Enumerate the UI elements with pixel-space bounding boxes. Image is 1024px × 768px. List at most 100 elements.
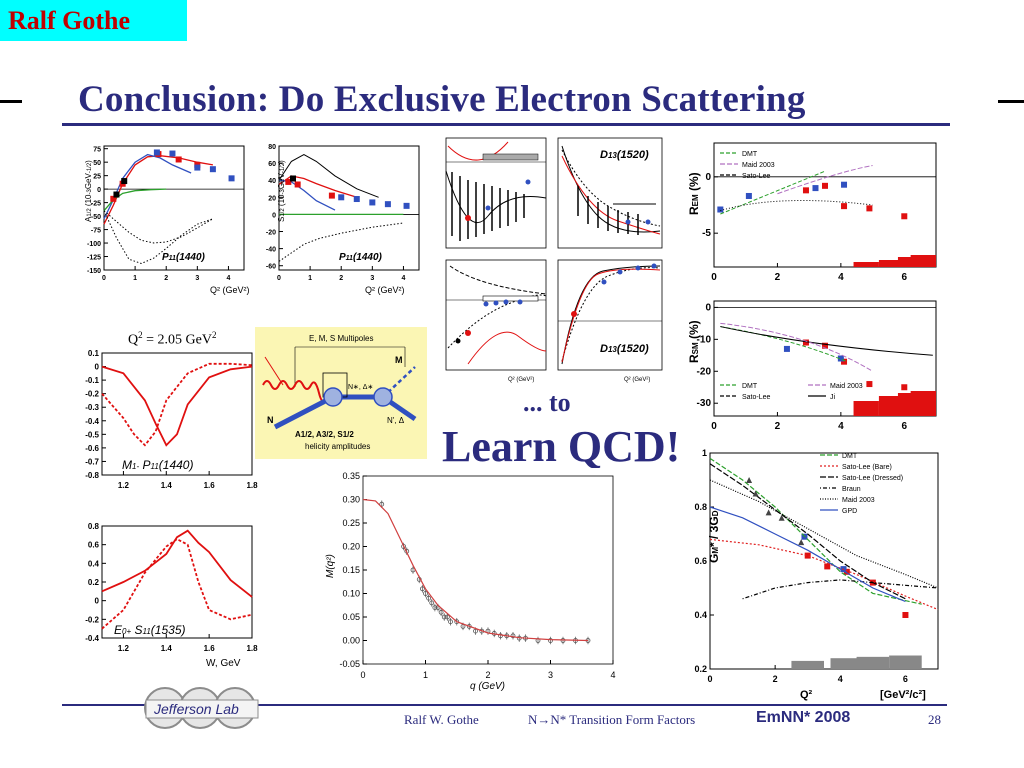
d13-xlabel-4: Q² (GeV²) [624,377,650,383]
data-point-blue [338,194,345,201]
series-line [101,538,253,630]
data-point [441,614,447,620]
x-tick-label: 4 [838,674,843,684]
y-tick-label: -0.05 [339,659,360,669]
plot-frame [278,145,420,271]
data-point-triangle [778,514,785,521]
dmt-curve [720,326,848,363]
legend-entry: Ji [830,394,836,401]
systematic-bar [878,260,905,267]
systematic-bar [897,257,924,267]
d13-frame-4 [557,259,663,371]
y-tick-label: -60 [266,264,276,271]
gpd-curve [709,506,906,603]
d13-pt-red [465,215,471,221]
d13-curve-2d [561,149,661,227]
rem-ylabel: REM (%) [687,172,701,215]
data-point-black [290,175,296,182]
gm-ylabel: GM* / 3GD [707,510,721,563]
data-point-red [866,205,873,212]
q2-annotation: Q2 = 2.05 GeV2 [128,330,217,348]
series-line [101,529,253,598]
data-point-red [866,381,873,388]
logo-text: Jefferson Lab [153,701,239,717]
systematic-bar [910,255,936,267]
y-tick-label: -0.4 [85,634,99,643]
x-tick-label: 0 [102,275,106,282]
data-point-blue [841,181,848,188]
chart-s12-p11-plot: 0 1 2 3 4 80 60 40 20 0 -20 -40 -60 [266,144,420,282]
x-tick-label: 1.2 [118,644,130,653]
d13-syst-3 [482,295,539,302]
data-point-red [802,339,809,346]
x-tick-label: 1.8 [246,644,258,653]
y-tick-label: -0.3 [85,403,99,412]
d13-label-bottom: D13(1520) [600,343,649,355]
legend-entry: Sato-Lee (Bare) [842,464,892,471]
series-line [103,210,214,244]
y-tick-label: -40 [266,247,276,254]
x-tick-label: 2 [775,421,781,432]
systematic-bar [791,660,824,669]
data-point-blue [403,202,410,209]
x-tick-label: 2 [164,275,168,282]
y-tick-label: 0 [97,187,101,194]
to-text: ... to [523,388,571,417]
data-point [426,595,432,601]
plot-frame [713,142,937,268]
y-tick-label: -20 [266,230,276,237]
chart-a12-panel-label: P11(1440) [162,252,206,263]
d13-pt-blue4 [645,219,651,225]
y-tick-label: -0.1 [85,376,99,385]
title-underline [62,123,950,126]
chart-s12-ylabel: S1/2 (10-3GeV-1/2) [277,160,286,222]
y-tick-label: 60 [268,161,276,168]
data-point-red [901,213,908,220]
chart-a12-xlabel: Q² (GeV²) [210,285,250,295]
y-tick-label: 25 [93,174,101,181]
nucleon-line-in [273,394,335,430]
virtual-photon-wave [262,380,328,402]
y-tick-label: 0.00 [342,636,360,646]
y-tick-label: 0 [95,597,100,606]
x-tick-label: 1.2 [118,481,130,490]
legend-entry: Sato-Lee [742,394,771,401]
vertex-right [373,387,393,407]
chart-s12-p11: 0 1 2 3 4 80 60 40 20 0 -20 -40 -60 S1/2 (10-3GeV-1/… [266,144,420,295]
data-point-blue [717,206,724,213]
d13-pt-b5 [483,301,489,307]
x-tick-label: 1 [423,670,428,680]
x-tick-label: 0 [277,275,281,282]
y-tick-label: 0.2 [88,578,100,587]
x-tick-label: 4 [838,421,844,432]
chart-gm: 0 2 4 6 1 0.8 0.6 0.4 0.2 DMT Sato-Lee (Bare) Sato-… [694,448,939,701]
series-line [103,210,214,265]
y-tick-label: -25 [91,201,101,208]
chart-m1minus: 1.2 1.4 1.6 1.8 0.1 0 -0.1 -0.2 -0.3 -0.4 -0.5 -0.6… [85,349,258,490]
x-tick-label: 6 [903,674,908,684]
y-tick-label: -5 [702,228,711,239]
data-point-blue [153,149,160,156]
legend-entry: DMT [742,151,758,158]
maid-curve [709,479,939,589]
d13-curve-1r [447,141,509,161]
x-tick-label: 3 [548,670,553,680]
data-point-red [841,358,848,365]
x-tick-label: 1.4 [161,481,173,490]
chart-rem-plot: 0 2 4 6 0 -5 DMT Maid 2003 Sato-Lee [702,142,937,283]
y-tick-label: 0 [95,363,100,372]
data-point [548,638,553,643]
data-point-red [110,195,117,202]
y-tick-label: 75 [93,147,101,154]
data-point [419,586,425,592]
legend-entry: GPD [842,508,857,515]
data-point-red [802,187,809,194]
x-tick-label: 3 [370,275,374,282]
fit-curve [362,498,589,642]
chart-e0plus-plot: 1.2 1.4 1.6 1.8 0.8 0.6 0.4 0.2 0 -0.2 -0.4 [85,522,258,653]
x-tick-label: 2 [485,670,490,680]
y-tick-label: -100 [87,241,101,248]
data-point-blue [369,199,376,206]
y-tick-label: -0.7 [85,457,99,466]
data-point-red [822,342,828,349]
